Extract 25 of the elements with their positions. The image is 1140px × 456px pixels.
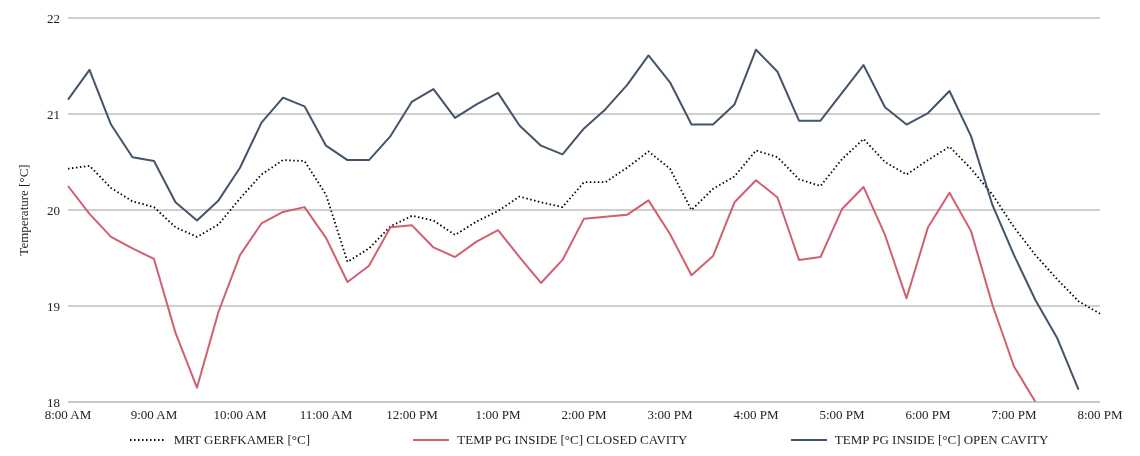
legend-label: TEMP PG INSIDE [°C] OPEN CAVITY (834, 432, 1049, 448)
x-tick-label: 6:00 PM (905, 407, 952, 423)
x-tick-label: 10:00 AM (213, 407, 267, 423)
y-tick-label: 19 (47, 298, 60, 314)
x-tick-label: 7:00 PM (991, 407, 1038, 423)
x-tick-label: 1:00 PM (475, 407, 522, 423)
x-tick-label: 8:00 AM (44, 407, 92, 423)
y-tick-label: 22 (47, 10, 60, 26)
legend-label: TEMP PG INSIDE [°C] CLOSED CAVITY (457, 432, 688, 448)
y-tick-label: 18 (47, 394, 60, 410)
y-tick-label: 21 (47, 106, 60, 122)
x-tick-label: 5:00 PM (819, 407, 866, 423)
y-axis-title: Temperature [°C] (15, 164, 31, 256)
line-series (67, 48, 1080, 391)
x-tick-label: 8:00 PM (1077, 407, 1124, 423)
line-series (67, 138, 1101, 315)
x-tick-label: 3:00 PM (647, 407, 694, 423)
line-series (67, 179, 1037, 402)
x-tick-label: 11:00 AM (299, 407, 353, 423)
legend-label: MRT GERFKAMER [°C] (173, 432, 311, 448)
x-tick-label: 12:00 PM (386, 407, 439, 423)
x-tick-label: 4:00 PM (733, 407, 780, 423)
x-tick-label: 2:00 PM (561, 407, 608, 423)
y-tick-label: 20 (47, 202, 60, 218)
x-tick-label: 9:00 AM (130, 407, 178, 423)
